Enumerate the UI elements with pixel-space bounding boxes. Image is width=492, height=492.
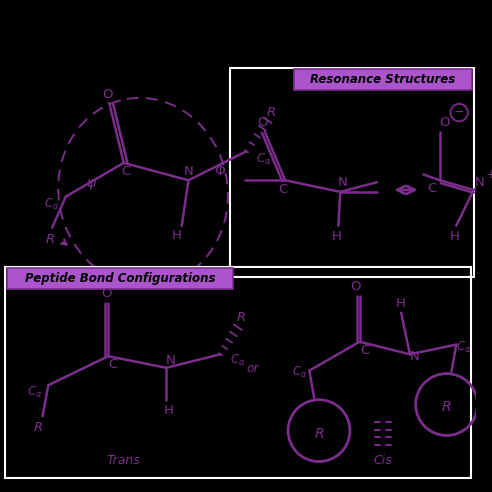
Text: N: N	[475, 176, 484, 189]
Text: C: C	[428, 182, 437, 194]
Text: $C_\alpha$: $C_\alpha$	[456, 340, 472, 355]
Bar	[5, 267, 471, 478]
Text: R: R	[46, 233, 55, 246]
Text: N: N	[184, 165, 193, 178]
Text: O: O	[258, 116, 268, 129]
Text: R: R	[34, 421, 43, 434]
Text: O: O	[350, 280, 361, 293]
Text: Trans: Trans	[107, 454, 141, 467]
Text: R: R	[314, 427, 324, 440]
Text: C: C	[121, 165, 130, 178]
Text: $C_\alpha$: $C_\alpha$	[292, 365, 308, 380]
Text: $\Phi$: $\Phi$	[215, 164, 226, 178]
Text: +: +	[486, 168, 492, 181]
FancyBboxPatch shape	[7, 268, 233, 289]
Text: Cis: Cis	[373, 454, 392, 467]
Text: H: H	[163, 404, 173, 417]
Text: N: N	[165, 354, 175, 367]
Text: H: H	[449, 230, 459, 243]
Text: Peptide Bond Configurations: Peptide Bond Configurations	[25, 273, 215, 285]
Text: C: C	[108, 358, 118, 371]
Text: R: R	[267, 106, 276, 119]
Text: R: R	[237, 311, 246, 324]
Text: $C_\alpha$: $C_\alpha$	[44, 197, 60, 212]
Text: H: H	[172, 229, 182, 242]
Text: C: C	[278, 184, 288, 196]
Text: N: N	[338, 176, 347, 189]
Bar	[230, 68, 474, 277]
Text: R: R	[442, 400, 452, 414]
Text: N: N	[410, 350, 420, 363]
Text: $\psi$: $\psi$	[86, 177, 97, 191]
Text: O: O	[101, 287, 112, 300]
Text: O: O	[102, 88, 113, 101]
Text: $C_\alpha$: $C_\alpha$	[27, 385, 43, 400]
Text: −: −	[454, 106, 464, 119]
Text: H: H	[396, 297, 406, 309]
Text: or: or	[247, 362, 260, 375]
Text: H: H	[332, 230, 341, 243]
Text: $C_\alpha$: $C_\alpha$	[256, 152, 272, 167]
Text: $C_\alpha$: $C_\alpha$	[230, 352, 246, 368]
Text: C: C	[360, 344, 369, 357]
Text: Resonance Structures: Resonance Structures	[310, 73, 456, 86]
Text: O: O	[439, 116, 450, 129]
FancyBboxPatch shape	[294, 69, 472, 91]
